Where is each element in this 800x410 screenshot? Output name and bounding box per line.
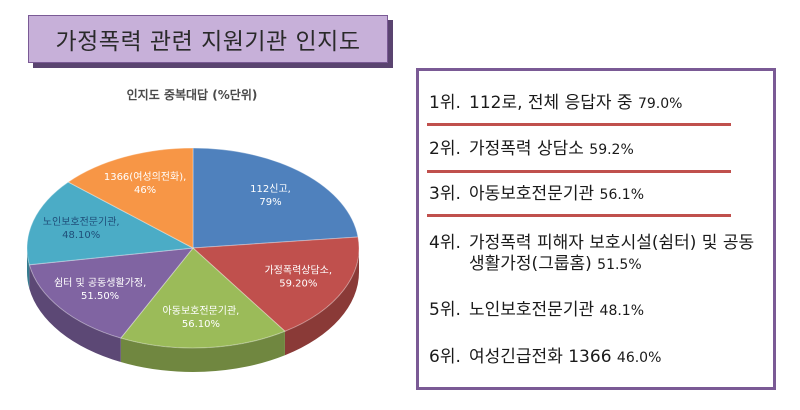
rank-value: 56.1% bbox=[599, 187, 645, 203]
pie-data-label: 노인보호전문기관, 48.10% bbox=[43, 216, 120, 241]
pie-slice bbox=[191, 236, 360, 332]
pie-data-label: 1366(여성의전화), 46% bbox=[104, 171, 186, 196]
rank-value: 59.2% bbox=[589, 142, 634, 158]
rank-text: 노인보호전문기관 bbox=[469, 300, 595, 320]
rank-number: 1위. bbox=[429, 93, 461, 113]
title-box: 가정폭력 관련 지원기관 인지도 bbox=[28, 15, 388, 63]
rank-item-6: 6위. 여성긴급전화 1366 46.0% bbox=[429, 347, 759, 369]
pie-data-label: 가정폭력상담소, 59.20% bbox=[264, 265, 332, 290]
divider bbox=[427, 214, 731, 217]
pie-slice bbox=[192, 147, 359, 249]
pie-data-label: 쉼터 및 공동생활가정, 51.50% bbox=[54, 276, 146, 302]
pie-slice bbox=[119, 247, 286, 349]
rank-text: 가정폭력 상담소 bbox=[469, 139, 584, 159]
pie-slice-side bbox=[120, 331, 285, 372]
pie-slice bbox=[28, 247, 195, 339]
pie-slice-side bbox=[29, 264, 121, 363]
pie-slice bbox=[67, 147, 194, 249]
divider bbox=[427, 170, 731, 173]
rank-item-4: 4위. 가정폭력 피해자 보호시설(쉼터) 및 공동생활가정(그룹홈) 51.5% bbox=[429, 233, 759, 276]
rank-item-1: 1위. 112로, 전체 응답자 중 79.0% bbox=[429, 93, 759, 115]
pie-slice-side bbox=[284, 248, 359, 356]
page-title: 가정폭력 관련 지원기관 인지도 bbox=[55, 29, 361, 55]
chart-title: 인지도 중복대답 (%단위) bbox=[126, 88, 258, 102]
rank-value: 48.1% bbox=[599, 303, 645, 319]
pie-chart: 112신고, 79% 가정폭력상담소, 59.20% 아동보호전문기관, 56.10% 쉼터… bbox=[26, 147, 360, 372]
rank-number: 6위. bbox=[429, 347, 461, 367]
rank-text: 112로, 전체 응답자 중 bbox=[469, 93, 633, 113]
rank-text: 가정폭력 피해자 보호시설(쉼터) 및 공동생활가정(그룹홈) bbox=[469, 233, 755, 274]
pie-slice bbox=[26, 181, 195, 266]
ranking-panel: 1위. 112로, 전체 응답자 중 79.0% 2위. 가정폭력 상담소 59.2… bbox=[416, 68, 776, 390]
rank-number: 3위. bbox=[429, 184, 461, 204]
rank-number: 5위. bbox=[429, 300, 461, 320]
rank-item-3: 3위. 아동보호전문기관 56.1% bbox=[429, 184, 759, 206]
pie-data-label: 아동보호전문기관, 56.10% bbox=[163, 305, 240, 330]
rank-item-2: 2위. 가정폭력 상담소 59.2% bbox=[429, 139, 759, 161]
rank-number: 4위. bbox=[429, 233, 461, 253]
pie-slice-side bbox=[27, 248, 30, 289]
pie-data-label: 112신고, 79% bbox=[250, 183, 291, 208]
divider bbox=[427, 123, 731, 126]
rank-value: 79.0% bbox=[637, 96, 683, 112]
rank-text: 아동보호전문기관 bbox=[469, 184, 595, 204]
rank-value: 46.0% bbox=[616, 350, 662, 366]
rank-text: 여성긴급전화 1366 bbox=[469, 347, 612, 367]
rank-number: 2위. bbox=[429, 139, 461, 159]
rank-item-5: 5위. 노인보호전문기관 48.1% bbox=[429, 300, 759, 322]
rank-value: 51.5% bbox=[597, 257, 642, 273]
